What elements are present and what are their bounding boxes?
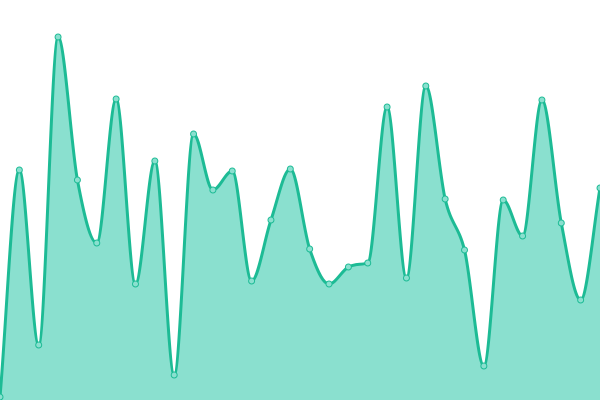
data-point	[577, 296, 585, 304]
data-point	[93, 239, 101, 247]
data-point	[461, 246, 469, 254]
data-point	[596, 184, 600, 192]
data-point	[0, 393, 4, 400]
data-point	[538, 96, 546, 104]
data-point	[383, 103, 391, 111]
data-point	[35, 341, 43, 349]
data-point	[190, 130, 198, 138]
series-line	[0, 35, 600, 398]
data-points	[0, 33, 600, 400]
data-point	[519, 232, 527, 240]
data-point	[151, 157, 159, 165]
data-point	[112, 95, 120, 103]
data-point	[170, 371, 178, 379]
data-point	[557, 219, 565, 227]
data-point	[480, 362, 488, 370]
data-point	[73, 176, 81, 184]
data-point	[441, 195, 449, 203]
data-point	[209, 186, 217, 194]
data-point	[499, 196, 507, 204]
data-point	[286, 165, 294, 173]
data-point	[344, 263, 352, 271]
data-point	[325, 280, 333, 288]
data-point	[364, 259, 372, 267]
data-point	[306, 245, 314, 253]
data-point	[267, 216, 275, 224]
data-point	[15, 166, 23, 174]
area-fill	[0, 37, 600, 400]
data-point	[54, 33, 62, 41]
data-point	[402, 274, 410, 282]
data-point	[131, 280, 139, 288]
data-point	[422, 82, 430, 90]
data-point	[248, 277, 256, 285]
data-point	[228, 167, 236, 175]
